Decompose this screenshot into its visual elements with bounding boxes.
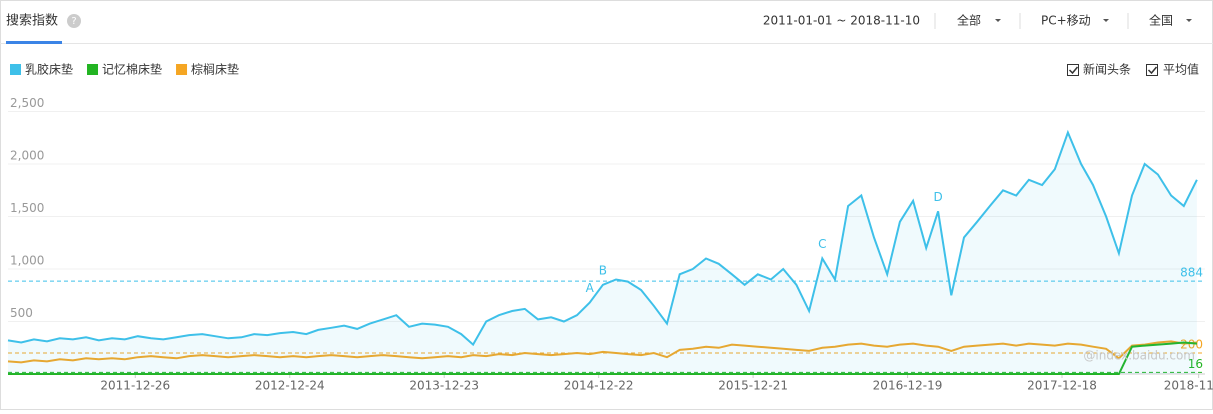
tab-title[interactable]: 搜索指数 [6,14,58,29]
date-range[interactable]: 2011-01-01 ~ 2018-11-10 [763,14,920,28]
average-label: 16 [1188,357,1203,371]
y-tick-label: 1,000 [10,254,44,268]
dropdown-arrow [995,19,1001,22]
filter[interactable]: PC+移动 [1041,14,1091,28]
x-tick-label: 2015-12-21 [718,379,788,393]
x-tick-label: 2013-12-23 [409,379,479,393]
series-line [8,341,1197,375]
legend-swatch [87,64,99,75]
area [8,132,1197,374]
x-tick-label: 2011-12-26 [100,379,170,393]
x-tick-label: 2012-12-24 [255,379,325,393]
legend-label: 乳胶床垫 [25,62,73,77]
y-tick-label: 500 [10,306,33,320]
y-tick-label: 1,500 [10,201,44,215]
annotation: D [933,190,942,204]
filter[interactable]: 全国 [1149,13,1173,28]
average-label: 884 [1180,266,1203,280]
option-label[interactable]: 新闻头条 [1083,62,1131,77]
help-mark: ? [71,16,76,27]
help-icon[interactable] [67,14,81,28]
check [1147,66,1158,75]
series-line [7,129,1198,347]
option-label[interactable]: 平均值 [1163,62,1199,77]
check [1068,66,1079,75]
average-label: 200 [1180,338,1203,352]
y-tick-label: 2,500 [10,96,44,110]
checkbox[interactable] [1146,64,1158,76]
x-tick-label: 2017-12-18 [1027,379,1097,393]
watermark: @index.baidu.com [1083,349,1195,363]
legend-label: 棕榈床垫 [191,62,239,77]
x-tick-label: 2018-11-05 [1164,379,1213,393]
annotation: C [818,237,826,251]
legend-swatch [176,64,188,75]
x-tick-label: 2014-12-22 [564,379,634,393]
filter[interactable]: 全部 [957,13,981,28]
legend-label: 记忆棉床垫 [102,62,162,77]
y-tick-label: 2,000 [10,149,44,163]
series-line [7,340,1197,364]
annotation: A [586,281,595,295]
checkbox[interactable] [1067,64,1079,76]
dropdown-arrow [1186,19,1192,22]
tab-underline [6,41,62,44]
dropdown-arrow [1103,19,1109,22]
x-tick-label: 2016-12-19 [873,379,943,393]
annotation: B [599,263,607,277]
legend-swatch [10,64,21,75]
